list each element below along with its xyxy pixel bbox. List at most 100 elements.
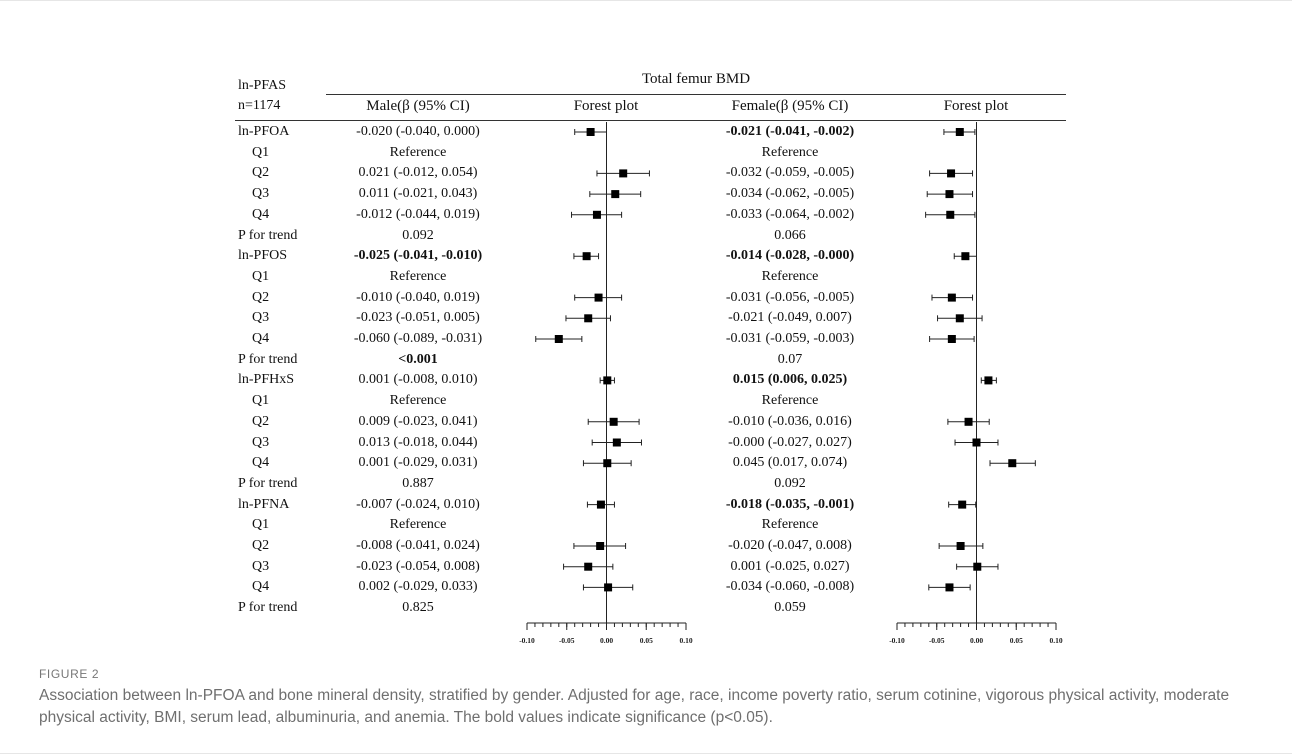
row-label: Q3: [252, 558, 270, 574]
male-point-estimate: [603, 376, 612, 385]
female-estimate: 0.059: [774, 600, 806, 616]
corner-label-analyte: ln-PFAS: [238, 78, 286, 93]
female-point-estimate: [947, 169, 956, 178]
female-estimate: -0.033 (-0.064, -0.002): [725, 206, 855, 222]
col-header-forest-female: Forest plot: [943, 98, 1009, 114]
male-point-estimate: [619, 169, 628, 178]
male-estimate: 0.092: [402, 227, 434, 243]
span-header: Total femur BMD: [641, 71, 751, 87]
male-estimate: -0.008 (-0.041, 0.024): [356, 538, 480, 553]
male-estimate: 0.887: [402, 475, 434, 491]
female-tick-label: 0.00: [970, 636, 983, 645]
female-point-estimate: [984, 376, 993, 385]
female-estimate: 0.045 (0.017, 0.074): [732, 455, 848, 471]
female-point-estimate: [947, 293, 956, 302]
male-point-estimate: [586, 128, 595, 136]
figure-caption: Association between ln-PFOA and bone min…: [39, 687, 1230, 726]
row-label: Q4: [252, 331, 270, 346]
male-point-estimate: [554, 335, 563, 343]
female-point-estimate: [955, 314, 964, 323]
row-label: P for trend: [238, 351, 298, 367]
female-estimate: 0.015 (0.006, 0.025): [732, 372, 848, 388]
female-estimate: -0.034 (-0.060, -0.008): [725, 579, 855, 595]
figure-label: FIGURE 2: [39, 667, 100, 681]
female-estimate: -0.018 (-0.035, -0.001): [725, 496, 855, 512]
row-label: Q1: [252, 268, 270, 284]
row-label: Q1: [252, 393, 270, 409]
row-label: P for trend: [238, 227, 298, 243]
male-point-estimate: [596, 500, 605, 509]
female-tick-label: -0.10: [889, 636, 905, 645]
row-label: Q1: [252, 144, 270, 160]
corner-label-n: n=1174: [238, 98, 281, 113]
row-label: Q1: [252, 517, 270, 533]
female-tick-label: -0.05: [929, 636, 945, 645]
male-estimate: Reference: [389, 393, 447, 409]
female-estimate: 0.092: [774, 475, 806, 491]
female-point-estimate: [1008, 459, 1017, 468]
male-estimate: Reference: [389, 144, 447, 160]
female-estimate: -0.021 (-0.041, -0.002): [725, 124, 855, 139]
row-label: Q2: [252, 165, 270, 181]
female-point-estimate: [945, 190, 954, 199]
header-bottom-rule: [235, 120, 1066, 121]
male-point-estimate: [584, 314, 593, 323]
female-estimate: Reference: [761, 268, 819, 284]
col-header-female: Female(β (95% CI): [731, 98, 849, 114]
row-label: Q3: [252, 310, 270, 326]
female-point-estimate: [955, 128, 964, 136]
male-estimate: -0.007 (-0.024, 0.010): [356, 496, 480, 512]
female-estimate: -0.021 (-0.049, 0.007): [728, 310, 852, 326]
row-label: Q2: [252, 289, 270, 305]
female-estimate: 0.07: [777, 351, 803, 367]
span-header-rule: [326, 94, 1066, 95]
female-point-estimate: [946, 210, 955, 219]
female-point-estimate: [961, 252, 970, 261]
male-estimate: 0.002 (-0.029, 0.033): [358, 579, 478, 595]
female-estimate: -0.034 (-0.062, -0.005): [725, 186, 855, 202]
female-estimate: 0.001 (-0.025, 0.027): [730, 558, 850, 574]
male-point-estimate: [582, 252, 591, 261]
row-label: Q4: [252, 579, 270, 595]
female-estimate: -0.032 (-0.059, -0.005): [725, 165, 855, 181]
row-label: Q3: [252, 186, 270, 202]
row-label: ln-PFHxS: [238, 372, 295, 388]
male-point-estimate: [612, 438, 621, 447]
male-tick-label: -0.05: [559, 636, 575, 645]
female-estimate: -0.031 (-0.056, -0.005): [725, 289, 855, 305]
table-body: ln-PFOA -0.020 (-0.040, 0.000) -0.021 (-0.…: [238, 124, 855, 616]
male-estimate: -0.025 (-0.041, -0.010): [353, 248, 483, 264]
male-estimate: -0.012 (-0.044, 0.019): [356, 206, 480, 222]
row-label: Q4: [252, 455, 270, 471]
row-label: ln-PFOA: [238, 124, 290, 139]
male-estimate: Reference: [389, 268, 447, 284]
female-point-estimate: [972, 438, 981, 447]
female-estimate: -0.000 (-0.027, 0.027): [728, 434, 852, 450]
col-header-male: Male(β (95% CI): [366, 98, 470, 114]
female-estimate: 0.066: [774, 227, 806, 243]
row-label: P for trend: [238, 600, 298, 616]
male-point-estimate: [604, 583, 613, 592]
female-estimate: -0.020 (-0.047, 0.008): [728, 538, 852, 553]
male-estimate: -0.020 (-0.040, 0.000): [356, 124, 480, 139]
male-estimate: Reference: [389, 517, 447, 533]
female-point-estimate: [964, 417, 973, 426]
male-estimate: 0.001 (-0.008, 0.010): [358, 372, 478, 388]
male-point-estimate: [609, 417, 618, 426]
row-label: Q2: [252, 538, 270, 553]
col-header-forest-male: Forest plot: [573, 98, 639, 114]
male-estimate: 0.001 (-0.029, 0.031): [358, 455, 478, 471]
forest-plots: -0.10 -0.05 0.00 0.05 0.10 -0.10 -0.05 0.00 0.05…: [519, 122, 1063, 645]
male-estimate: 0.011 (-0.021, 0.043): [358, 186, 478, 202]
female-tick-label: 0.05: [1010, 636, 1023, 645]
male-estimate: -0.010 (-0.040, 0.019): [356, 289, 480, 305]
row-label: Q2: [252, 413, 270, 429]
female-estimate: -0.010 (-0.036, 0.016): [728, 413, 852, 429]
male-point-estimate: [592, 210, 601, 219]
male-estimate: 0.021 (-0.012, 0.054): [358, 165, 478, 181]
female-estimate: Reference: [761, 517, 819, 533]
female-estimate: -0.031 (-0.059, -0.003): [725, 331, 855, 346]
male-tick-label: 0.00: [600, 636, 613, 645]
row-label: ln-PFOS: [238, 248, 288, 264]
female-estimate: Reference: [761, 393, 819, 409]
